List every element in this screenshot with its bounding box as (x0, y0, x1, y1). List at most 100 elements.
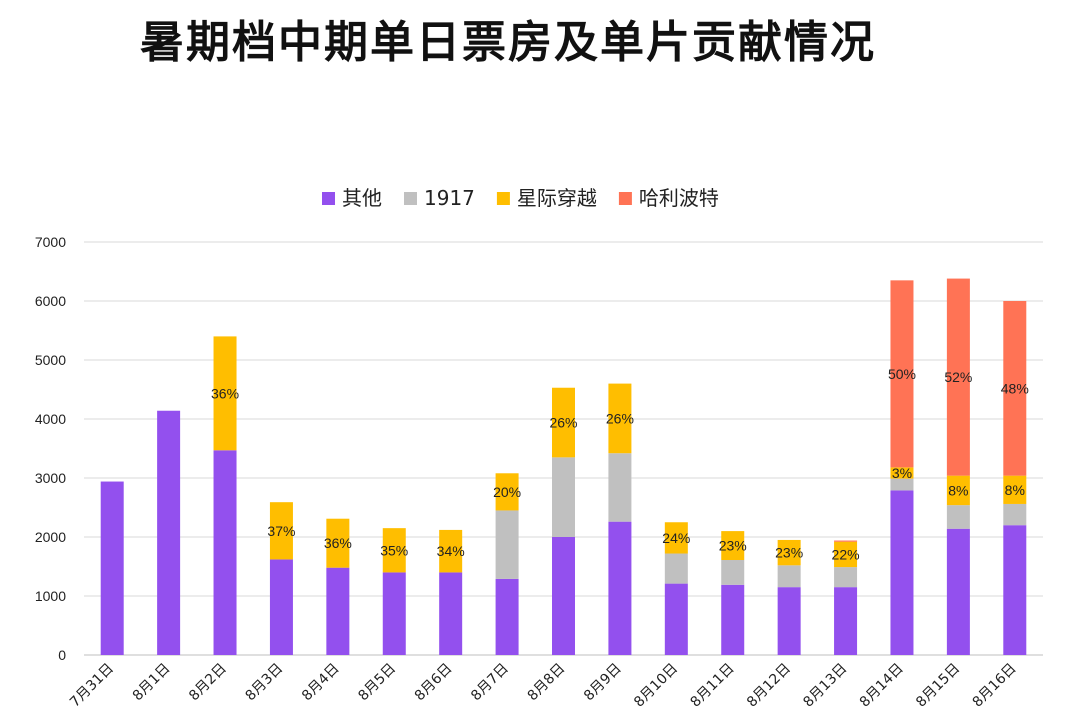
data-label: 34% (437, 543, 465, 559)
bar-segment (664, 553, 688, 584)
bar-segment (777, 565, 801, 588)
x-tick-label: 8月13日 (800, 661, 850, 711)
bar-segment (495, 578, 519, 655)
bar-segment (721, 584, 745, 655)
y-tick-label: 0 (58, 647, 66, 663)
data-label: 36% (211, 385, 239, 401)
bar-segment (213, 336, 237, 451)
data-labels: 36% 37% 36% 35% 34% 20% 26% 26% 24% 23% 23% 22% 3% 8%… (211, 366, 1029, 563)
axes: 0 1000 2000 3000 4000 5000 6000 7000 7月31日 8月1日 8月… (35, 234, 1020, 711)
data-label: 8% (948, 482, 968, 498)
x-tick-label: 8月8日 (525, 661, 569, 705)
x-tick-label: 8月14日 (857, 661, 907, 711)
bar-segment (946, 505, 970, 529)
y-tick-label: 1000 (35, 588, 66, 604)
bar-segment (213, 450, 237, 655)
data-label: 8% (1005, 482, 1025, 498)
legend-label: 1917 (424, 186, 475, 210)
x-tick-label: 8月3日 (243, 661, 287, 705)
bar-segment (834, 587, 858, 655)
bar-segment (777, 587, 801, 655)
bar-segment (946, 528, 970, 655)
x-tick-label: 8月2日 (186, 661, 230, 705)
bar-segment (439, 572, 463, 655)
bar-segment (269, 502, 293, 560)
legend-label: 哈利波特 (639, 186, 719, 210)
bars (100, 278, 1027, 655)
bar-segment (664, 522, 688, 554)
bar-segment (890, 467, 914, 479)
data-label: 22% (832, 546, 860, 562)
x-tick-label: 8月1日 (130, 661, 174, 705)
data-label: 20% (493, 484, 521, 500)
bar-segment (552, 537, 575, 655)
x-tick-label: 8月16日 (970, 661, 1020, 711)
legend-swatch (496, 192, 510, 205)
legend-label: 星际穿越 (517, 186, 597, 210)
data-label: 52% (944, 369, 972, 385)
data-label: 3% (892, 465, 912, 481)
bar-segment (1003, 525, 1027, 655)
bar-segment (890, 490, 914, 655)
data-label: 26% (549, 415, 577, 431)
y-tick-label: 4000 (35, 411, 66, 427)
x-tick-label: 7月31日 (67, 661, 117, 711)
bar-segment (834, 567, 858, 588)
x-tick-label: 8月5日 (355, 661, 399, 705)
legend-swatch (322, 192, 335, 205)
bar-segment (777, 539, 801, 566)
x-tick-label: 8月4日 (299, 661, 343, 705)
x-tick-label: 8月6日 (412, 661, 456, 705)
data-label: 37% (267, 523, 295, 539)
bar-segment (890, 280, 914, 468)
legend-swatch (404, 192, 417, 205)
x-tick-label: 8月11日 (688, 661, 738, 711)
y-tick-label: 6000 (35, 293, 66, 309)
bar-segment (721, 560, 745, 585)
x-tick-label: 8月9日 (581, 661, 625, 705)
bar-segment (100, 481, 124, 655)
legend-label: 其他 (342, 186, 382, 210)
bar-segment (552, 457, 575, 537)
bar-segment (946, 278, 970, 476)
bar-segment (495, 510, 519, 579)
legend-swatch (618, 192, 632, 205)
bar-segment (157, 410, 181, 655)
data-label: 48% (1001, 380, 1029, 396)
bar-segment (382, 528, 406, 573)
bar-segment (834, 541, 858, 568)
y-tick-label: 2000 (35, 529, 66, 545)
bar-segment (1003, 475, 1027, 504)
y-tick-label: 7000 (35, 234, 66, 250)
chart-title: 暑期档中期单日票房及单片贡献情况 (140, 17, 876, 68)
x-tick-label: 8月10日 (631, 661, 681, 711)
x-tick-label: 8月15日 (913, 661, 963, 711)
bar-segment (439, 529, 463, 573)
bar-segment (326, 518, 350, 568)
data-label: 35% (380, 542, 408, 558)
bar-segment (552, 387, 575, 458)
bar-segment (495, 473, 519, 511)
bar-segment (1003, 503, 1027, 526)
data-label: 24% (662, 530, 690, 546)
bar-segment (382, 572, 406, 655)
y-tick-label: 3000 (35, 470, 66, 486)
bar-segment (608, 383, 632, 454)
x-tick-label: 8月7日 (468, 661, 512, 705)
data-label: 26% (606, 410, 634, 426)
bar-segment (608, 453, 632, 522)
bar-segment (608, 521, 632, 655)
bar-segment (269, 559, 293, 655)
data-label: 23% (719, 538, 747, 554)
bar-segment (890, 478, 914, 491)
data-label: 50% (888, 366, 916, 382)
bar-segment (721, 531, 745, 561)
data-label: 36% (324, 535, 352, 551)
bar-segment (946, 475, 970, 506)
y-tick-label: 5000 (35, 352, 66, 368)
legend: 其他 1917 星际穿越 哈利波特 (322, 186, 719, 210)
bar-segment (1003, 301, 1027, 476)
bar-segment (326, 567, 350, 655)
